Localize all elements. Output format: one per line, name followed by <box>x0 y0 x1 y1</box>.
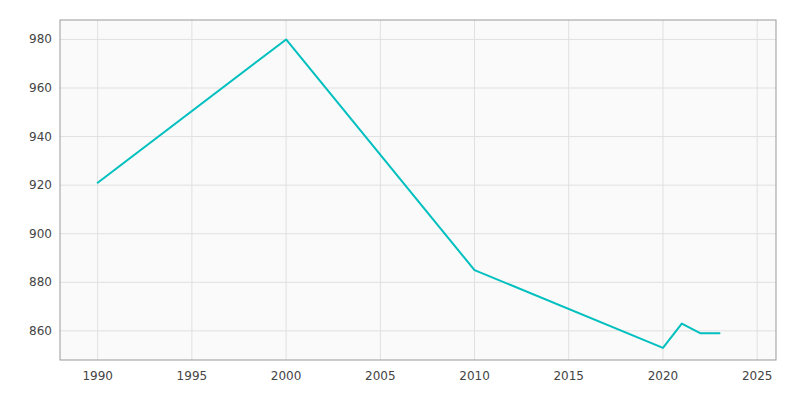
data-line <box>98 39 720 347</box>
y-tick-label: 960 <box>29 81 52 95</box>
grid <box>60 20 776 360</box>
grid-line-y <box>60 39 776 40</box>
axes: 1990 1995 2000 2005 2010 2015 2020 2025 860 880 90… <box>29 32 772 383</box>
grid-line-y <box>60 330 776 331</box>
grid-line-y <box>60 185 776 186</box>
y-tick-label: 980 <box>29 32 52 46</box>
grid-line-x <box>286 20 287 360</box>
x-tick-label: 2010 <box>459 369 490 383</box>
plot-background <box>60 20 776 360</box>
grid-line-x <box>474 20 475 360</box>
y-tick-label: 900 <box>29 227 52 241</box>
x-tick-label: 2000 <box>271 369 302 383</box>
grid-line-y <box>60 233 776 234</box>
x-tick-label: 2015 <box>553 369 584 383</box>
x-tick-label: 2005 <box>365 369 396 383</box>
grid-line-y <box>60 88 776 89</box>
y-tick-label: 940 <box>29 130 52 144</box>
grid-line-x <box>662 20 663 360</box>
x-tick-label: 2025 <box>742 369 773 383</box>
plot-frame <box>60 20 776 360</box>
x-tick-label: 1995 <box>177 369 208 383</box>
chart-container: 1990 1995 2000 2005 2010 2015 2020 2025 860 880 90… <box>0 0 800 400</box>
data-area <box>98 39 720 347</box>
grid-line-y <box>60 282 776 283</box>
grid-line-y <box>60 136 776 137</box>
x-tick-label: 2020 <box>648 369 679 383</box>
grid-line-x <box>97 20 98 360</box>
grid-line-x <box>380 20 381 360</box>
y-tick-label: 880 <box>29 275 52 289</box>
grid-line-x <box>757 20 758 360</box>
x-tick-label: 1990 <box>82 369 113 383</box>
chart: 1990 1995 2000 2005 2010 2015 2020 2025 860 880 90… <box>0 0 800 400</box>
y-tick-label: 920 <box>29 178 52 192</box>
y-tick-label: 860 <box>29 324 52 338</box>
grid-line-x <box>191 20 192 360</box>
